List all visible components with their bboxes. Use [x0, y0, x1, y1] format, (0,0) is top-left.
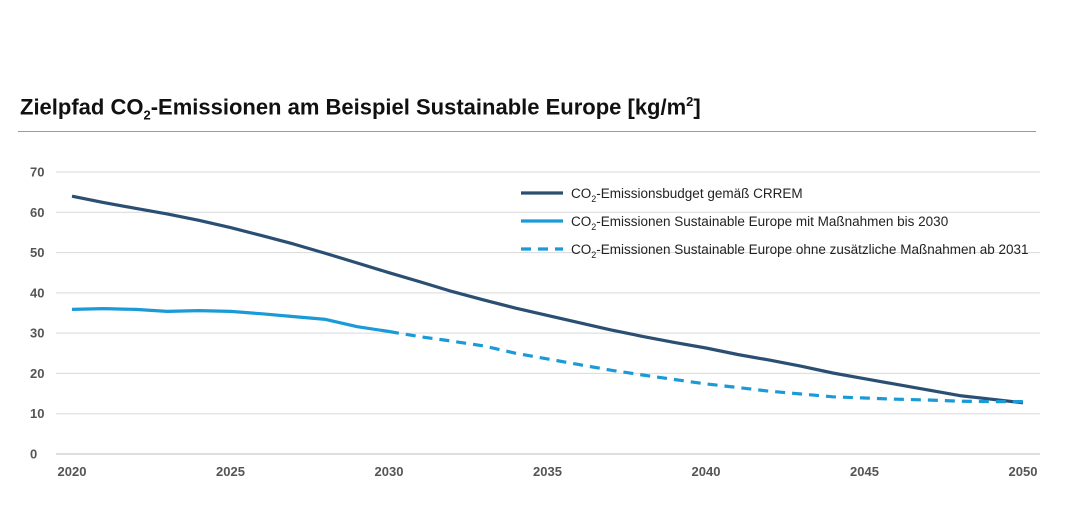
y-tick-label: 0	[30, 447, 37, 462]
x-tick-label: 2045	[850, 464, 879, 479]
legend: CO2-Emissionsbudget gemäß CRREM CO2-Emiss…	[521, 186, 1029, 260]
y-tick-label: 50	[30, 245, 44, 260]
y-tick-label: 30	[30, 326, 44, 341]
x-tick-label: 2035	[533, 464, 562, 479]
y-tick-label: 60	[30, 205, 44, 220]
x-tick-label: 2025	[216, 464, 245, 479]
x-tick-label: 2020	[58, 464, 87, 479]
y-tick-label: 10	[30, 406, 44, 421]
series-line-3	[388, 329, 1023, 404]
y-tick-label: 40	[30, 285, 44, 300]
y-tick-label: 20	[30, 366, 44, 381]
y-axis-ticks: 0 10 20 30 40 50 60 70	[30, 165, 44, 462]
legend-label-2: CO2-Emissionen Sustainable Europe mit Ma…	[571, 214, 948, 232]
legend-label-1: CO2-Emissionsbudget gemäß CRREM	[571, 186, 803, 204]
gridlines	[56, 171, 1040, 455]
series-line-1	[71, 194, 1024, 405]
x-tick-label: 2030	[375, 464, 404, 479]
chart-title: Zielpfad CO2-Emissionen am Beispiel Sust…	[20, 94, 701, 123]
series-lines	[71, 194, 1024, 405]
x-axis-ticks: 2020 2025 2030 2035 2040 2045 2050	[58, 464, 1038, 479]
title-divider	[18, 131, 1036, 132]
series-line-2	[71, 307, 390, 334]
y-tick-label: 70	[30, 165, 44, 180]
x-tick-label: 2040	[692, 464, 721, 479]
x-tick-label: 2050	[1009, 464, 1038, 479]
legend-label-3: CO2-Emissionen Sustainable Europe ohne z…	[571, 242, 1029, 260]
